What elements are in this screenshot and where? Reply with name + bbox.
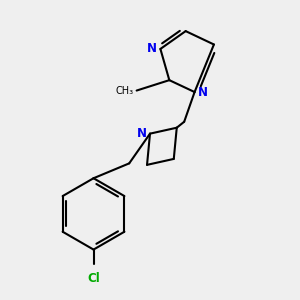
Text: N: N <box>198 85 208 98</box>
Text: N: N <box>136 127 146 140</box>
Text: N: N <box>147 42 157 56</box>
Text: Cl: Cl <box>87 272 100 285</box>
Text: CH₃: CH₃ <box>116 85 134 96</box>
